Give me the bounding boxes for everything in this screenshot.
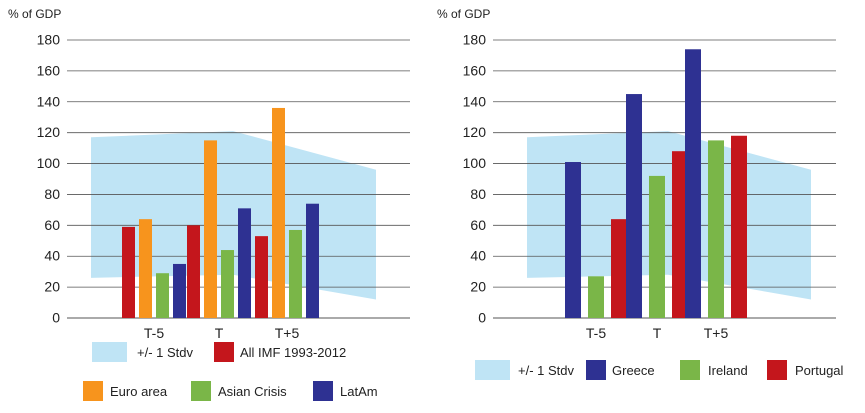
bar-portugal [672, 151, 688, 318]
y-axis-label: % of GDP [437, 7, 490, 21]
y-tick-label: 180 [463, 32, 487, 48]
legend-label: All IMF 1993-2012 [240, 345, 346, 360]
bar-latam [238, 208, 251, 318]
bar-euro-area [204, 140, 217, 318]
y-tick-label: 20 [44, 279, 60, 295]
y-tick-label: 180 [37, 32, 61, 48]
x-tick-label: T [215, 325, 224, 341]
y-tick-label: 60 [44, 217, 60, 233]
legend-label: Asian Crisis [218, 384, 287, 399]
legend-swatch [92, 342, 127, 362]
bar-greece [685, 49, 701, 319]
legend-label: LatAm [340, 384, 378, 399]
y-tick-label: 20 [470, 279, 486, 295]
legend-label: Ireland [708, 363, 748, 378]
y-tick-label: 160 [463, 62, 487, 78]
bar-ireland [588, 276, 604, 318]
legend-swatch [214, 342, 234, 362]
chart-1: % of GDP 0 20 40 60 80 100 120 140 160 180 T-5 T T+5 +… [8, 7, 410, 401]
legend-swatch [586, 360, 606, 380]
x-tick-label: T [653, 325, 662, 341]
legend-swatch [83, 381, 103, 401]
y-tick-label: 80 [44, 186, 60, 202]
y-tick-label: 80 [470, 186, 486, 202]
legend-label: +/- 1 Stdv [137, 345, 193, 360]
y-tick-label: 140 [463, 93, 487, 109]
y-tick-label: 40 [470, 248, 486, 264]
legend-swatch [475, 360, 510, 380]
y-tick-label: 120 [37, 124, 61, 140]
stdv-band [91, 131, 376, 300]
bar-all-imf-1993-2012 [122, 226, 135, 318]
legend-label: Euro area [110, 384, 168, 399]
bar-ireland [708, 140, 724, 318]
bar-euro-area [272, 107, 285, 318]
y-tick-label: 0 [52, 310, 60, 326]
x-tick-label: T-5 [586, 325, 606, 341]
y-tick-label: 0 [478, 310, 486, 326]
y-tick-label: 120 [463, 124, 487, 140]
x-tick-label: T+5 [275, 325, 300, 341]
bar-asian-crisis [221, 250, 234, 318]
y-tick-label: 100 [463, 155, 487, 171]
y-tick-label: 160 [37, 62, 61, 78]
bar-all-imf-1993-2012 [187, 225, 200, 318]
chart-2: % of GDP 0 20 40 60 80 100 120 140 160 180 T-5 T T+5 +… [437, 7, 844, 380]
bar-latam [173, 263, 186, 318]
y-axis-label: % of GDP [8, 7, 61, 21]
legend-swatch [191, 381, 211, 401]
x-tick-label: T+5 [704, 325, 729, 341]
bar-all-imf-1993-2012 [255, 236, 268, 318]
y-tick-label: 140 [37, 93, 61, 109]
legend-swatch [313, 381, 333, 401]
legend-swatch [680, 360, 700, 380]
bar-greece [626, 94, 642, 318]
x-tick-label: T-5 [144, 325, 164, 341]
bar-asian-crisis [156, 273, 169, 318]
y-tick-label: 60 [470, 217, 486, 233]
legend-label: Portugal [795, 363, 844, 378]
bar-portugal [611, 219, 627, 318]
bar-portugal [731, 135, 747, 318]
y-tick-label: 100 [37, 155, 61, 171]
bar-asian-crisis [289, 229, 302, 318]
legend-swatch [767, 360, 787, 380]
y-tick-label: 40 [44, 248, 60, 264]
legend-label: Greece [612, 363, 655, 378]
legend-label: +/- 1 Stdv [518, 363, 574, 378]
bar-ireland [649, 175, 665, 318]
bar-greece [565, 162, 581, 318]
bar-latam [306, 203, 319, 318]
bar-euro-area [139, 219, 152, 318]
